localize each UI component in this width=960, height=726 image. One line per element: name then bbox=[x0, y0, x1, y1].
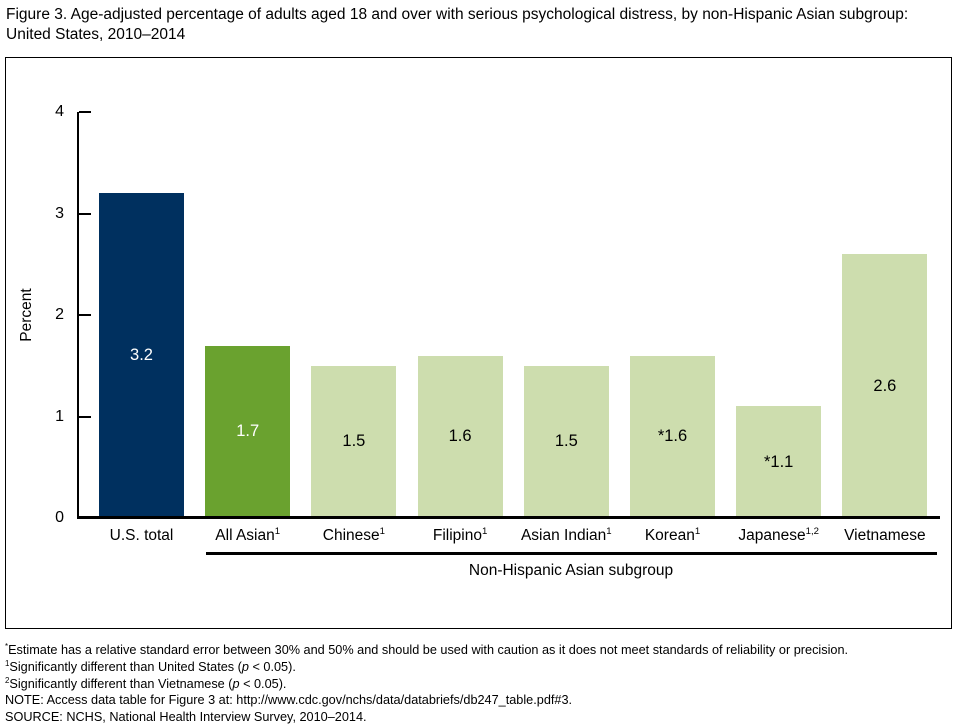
x-axis-label: Vietnamese bbox=[844, 527, 926, 544]
footnote-line: 2Significantly different than Vietnamese… bbox=[5, 675, 287, 691]
y-tick-label: 0 bbox=[55, 509, 64, 526]
bar-value-label: 1.7 bbox=[236, 422, 260, 441]
x-axis-line bbox=[77, 516, 940, 519]
y-tick-mark bbox=[79, 111, 91, 113]
x-axis-label-superscript: 1 bbox=[481, 525, 488, 537]
x-axis-label-superscript: 1 bbox=[694, 525, 701, 537]
bar-value-label: 1.5 bbox=[342, 432, 366, 451]
bar: *1.1 bbox=[736, 406, 822, 519]
y-tick-label: 4 bbox=[55, 103, 64, 120]
subgroup-axis-line bbox=[206, 552, 937, 555]
x-axis-label: Korean1 bbox=[644, 525, 701, 544]
bar: 1.6 bbox=[417, 355, 503, 518]
bar: 1.7 bbox=[205, 345, 291, 518]
page-title: Figure 3. Age-adjusted percentage of adu… bbox=[6, 6, 909, 43]
x-axis-label-superscript: 1 bbox=[379, 525, 385, 537]
y-axis-line bbox=[77, 112, 79, 519]
bar-value-label: *1.6 bbox=[657, 427, 688, 446]
y-tick-mark bbox=[79, 314, 91, 316]
y-tick-label: 2 bbox=[55, 306, 64, 323]
footnote-line: SOURCE: NCHS, National Health Interview … bbox=[5, 710, 367, 725]
x-axis-label-superscript: 1 bbox=[606, 525, 612, 537]
footnote-superscript: 2 bbox=[5, 675, 10, 685]
bar: *1.6 bbox=[630, 355, 715, 518]
footnote-superscript: * bbox=[5, 641, 9, 651]
y-tick-mark bbox=[79, 415, 91, 418]
bar: 1.5 bbox=[311, 365, 397, 519]
footnote-line: 1Significantly different than United Sta… bbox=[5, 658, 296, 674]
bar-value-label: 1.6 bbox=[448, 427, 472, 446]
bar-value-label: 3.2 bbox=[130, 346, 153, 365]
x-axis-label: All Asian1 bbox=[215, 525, 281, 544]
bar-value-label: *1.1 bbox=[764, 452, 794, 471]
bar-value-label: 1.5 bbox=[554, 432, 578, 451]
footnote-line: *Estimate has a relative standard error … bbox=[5, 641, 849, 657]
x-axis-label-superscript: 1 bbox=[274, 525, 281, 537]
footnote-italic-p: p bbox=[241, 659, 249, 674]
x-axis-label: Filipino1 bbox=[432, 525, 488, 544]
y-axis-title: Percent bbox=[18, 288, 35, 342]
x-axis-label-superscript: 1,2 bbox=[805, 525, 819, 537]
subgroup-axis-title: Non-Hispanic Asian subgroup bbox=[468, 562, 674, 579]
bar: 1.5 bbox=[523, 365, 609, 519]
x-axis-label: Chinese1 bbox=[322, 525, 385, 544]
footnotes: *Estimate has a relative standard error … bbox=[5, 642, 955, 726]
footnote-italic-p: p bbox=[232, 676, 240, 691]
footnote-line: NOTE: Access data table for Figure 3 at:… bbox=[5, 693, 573, 708]
bar: 2.6 bbox=[842, 254, 928, 518]
y-tick-mark bbox=[79, 212, 91, 215]
x-axis-label: Japanese1,2 bbox=[738, 525, 819, 544]
y-tick-label: 1 bbox=[55, 407, 64, 425]
bar: 3.2 bbox=[99, 193, 184, 518]
footnote-superscript: 1 bbox=[5, 658, 10, 668]
y-tick-label: 3 bbox=[55, 204, 64, 222]
x-axis-label: U.S. total bbox=[109, 527, 174, 544]
x-axis-label: Asian Indian1 bbox=[520, 525, 612, 544]
bar-value-label: 2.6 bbox=[873, 376, 897, 395]
